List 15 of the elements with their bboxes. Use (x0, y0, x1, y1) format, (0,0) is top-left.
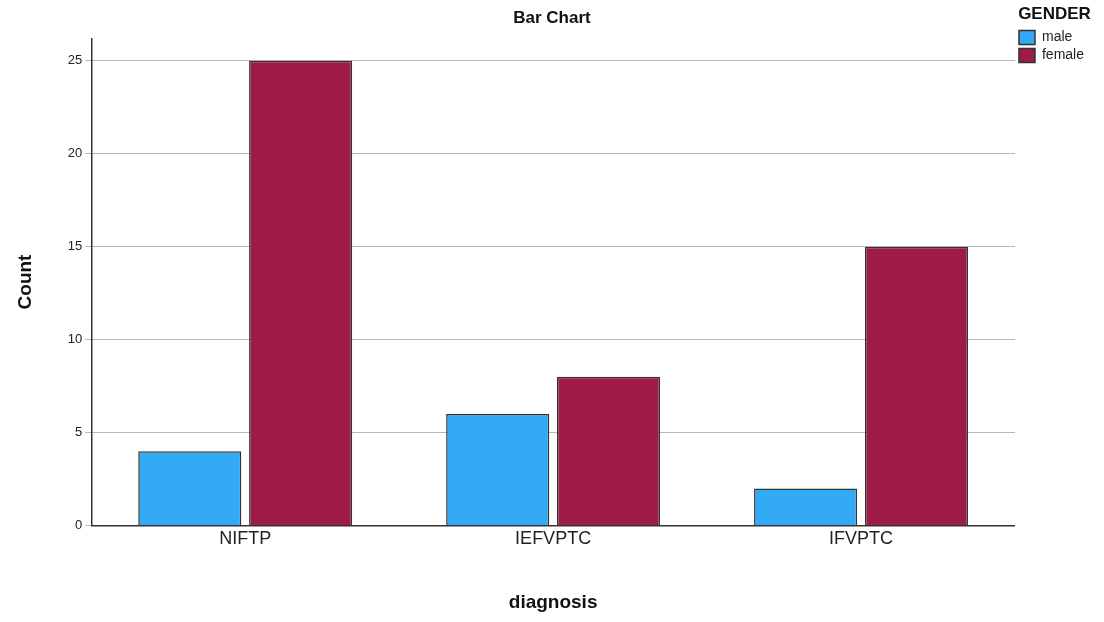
y-tick-label: 25 (67, 52, 83, 68)
y-tick-label: 20 (67, 145, 83, 161)
y-tick-label: 5 (75, 424, 83, 440)
x-tick-label: IEFVPTC (515, 528, 592, 549)
x-axis-title: diagnosis (508, 590, 598, 612)
y-tick-label: 0 (75, 517, 83, 533)
legend-label: male (1041, 28, 1073, 45)
y-tick-label: 15 (67, 238, 83, 254)
legend-label: female (1041, 46, 1085, 63)
x-tick-label: NIFTP (219, 528, 272, 549)
legend-title: GENDER (1018, 4, 1091, 24)
chart-title: Bar Chart (513, 7, 592, 27)
x-tick-label: IFVPTC (829, 528, 894, 549)
y-tick-label: 10 (67, 331, 83, 347)
y-axis-title: Count (13, 253, 35, 310)
